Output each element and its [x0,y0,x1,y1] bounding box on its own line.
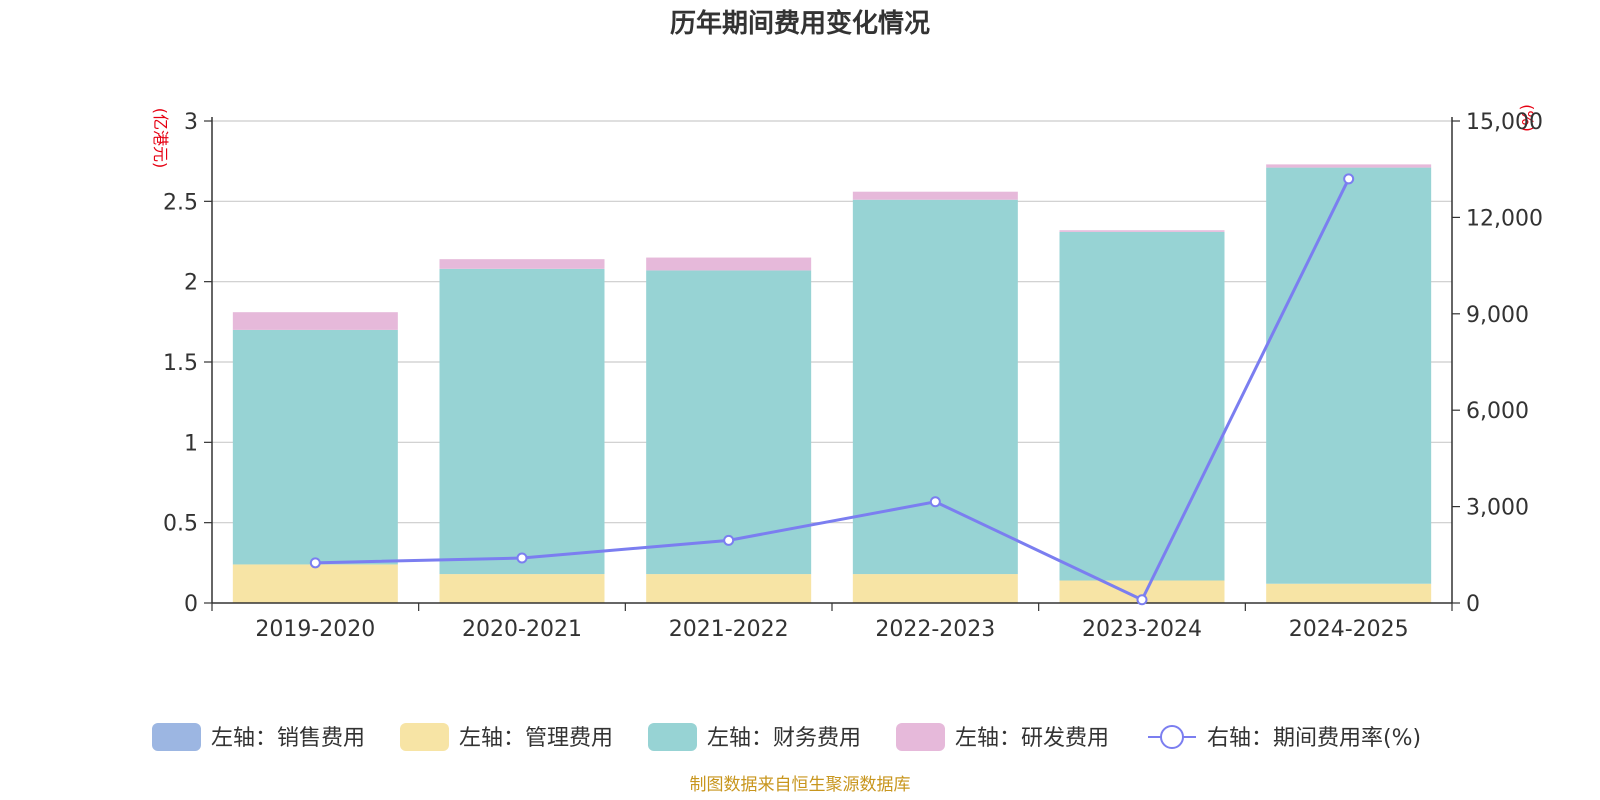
bar-segment [1266,164,1432,168]
rate-point [1343,173,1355,185]
bar-segment [439,268,605,575]
right-axis-tick-label: 12,000 [1466,206,1543,231]
right-axis-tick-label: 6,000 [1466,399,1529,424]
right-axis-tick-label: 15,000 [1466,110,1543,135]
rate-point [309,557,321,569]
bar-segment [232,329,398,565]
bar-segment [852,574,1018,603]
left-axis-tick-label: 1.5 [163,351,198,376]
x-axis-tick-label: 2020-2021 [462,617,582,642]
bar-segment [646,257,812,271]
axes: 0 0.5 1 1.5 2 2.5 3 0 3,000 6,000 9,000 12,000 15,00… [163,110,1543,642]
legend-label: 左轴：研发费用 [955,726,1109,751]
gridlines [212,120,1452,524]
rate-point [929,496,941,508]
rate-point [1136,594,1148,606]
legend-label: 左轴：销售费用 [211,726,365,751]
left-axis-tick-label: 2.5 [163,190,198,215]
bar-segment [646,270,812,575]
left-axis-unit: (亿港元) [151,108,170,169]
legend-swatch [648,723,697,751]
legend-marker-swatch [1160,725,1184,749]
legend-swatch [152,723,201,751]
bar-segment [1266,583,1432,603]
line-series [309,173,1355,606]
bar-segment [439,259,605,269]
rate-point [516,552,528,564]
right-axis-tick-label: 9,000 [1466,303,1529,328]
right-axis-tick-label: 3,000 [1466,496,1529,521]
left-axis-tick-label: 0.5 [163,512,198,537]
chart-title: 历年期间费用变化情况 [670,8,930,39]
x-axis-tick-label: 2019-2020 [255,617,375,642]
bar-segment [852,199,1018,575]
x-axis-tick-label: 2022-2023 [875,617,995,642]
bar-segment [232,564,398,603]
bar-series [232,164,1432,603]
bar-segment [1059,230,1225,232]
bar-segment [1059,231,1225,581]
rate-point [723,534,735,546]
legend-swatch [896,723,945,751]
x-axis-tick-label: 2023-2024 [1082,617,1202,642]
source-note: 制图数据来自恒生聚源数据库 [690,775,911,795]
rate-line [315,178,1351,602]
x-axis-tick-label: 2024-2025 [1289,617,1409,642]
left-axis-tick-label: 0 [184,592,198,617]
left-axis-tick-label: 1 [184,431,198,456]
right-axis-tick-label: 0 [1466,592,1480,617]
bar-segment [852,191,1018,200]
left-axis-tick-label: 2 [184,271,198,296]
legend: 左轴：销售费用 左轴：管理费用 左轴：财务费用 左轴：研发费用 右轴：期间费用率(%) [152,723,1421,751]
bar-segment [439,574,605,603]
bar-segment [1059,580,1225,603]
legend-swatch [400,723,449,751]
legend-label: 左轴：管理费用 [459,726,613,751]
bar-segment [1266,167,1432,584]
left-axis-tick-label: 3 [184,110,198,135]
bar-segment [646,574,812,603]
legend-label: 右轴：期间费用率(%) [1207,726,1421,751]
legend-label: 左轴：财务费用 [707,726,861,751]
right-axis-unit: (%) [1518,104,1537,132]
bar-segment [232,312,398,330]
x-axis-tick-label: 2021-2022 [669,617,789,642]
